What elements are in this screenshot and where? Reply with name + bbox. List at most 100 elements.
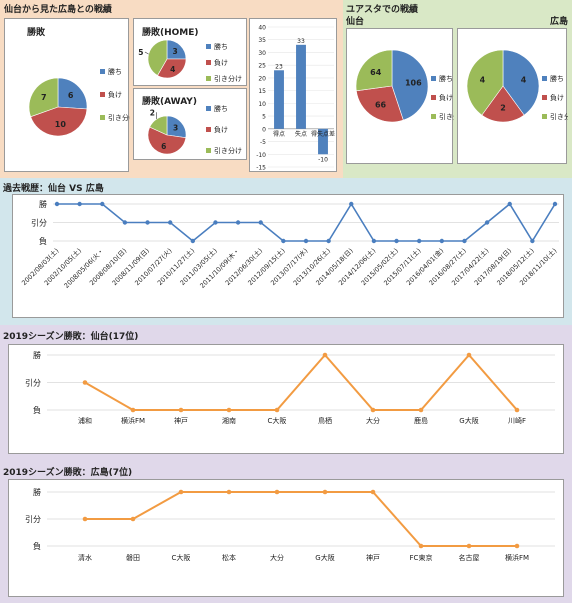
x-category-label: 神戸 [174,416,188,425]
series-point [190,238,196,244]
legend-label-勝ち: 勝ち [214,104,228,113]
legend-swatch-引き分け [431,114,436,119]
series-point [303,238,309,244]
x-category-label: 大分 [366,416,380,425]
series-point [514,407,520,413]
series-point [178,489,184,495]
season-hiroshima-chart-card: 負 引分 勝清水 磐田 C大阪 松本 大分 G大阪 神戸 FC東京 名古屋 横浜FM [8,479,564,597]
series-point [281,238,286,244]
x-category-label: 2008/05/06(火・ [63,247,106,290]
series-point [418,543,424,549]
season-sendai-chart-card: 負 引分 勝浦和 横浜FM 神戸 湘南 C大阪 鳥栖 大分 鹿島 G大阪 川崎F [8,344,564,454]
pie-slice-引き分け [355,49,393,92]
goals-bar-card: -15 -10 -5 0 5 10 15 20 25 30 35 40 23 得点 33 失点 -10 得失点差 [249,18,337,172]
bar-y-tick-label: 40 [258,25,266,32]
bar-data-label: -10 [318,156,328,163]
series-point [100,201,105,207]
series-line [84,353,518,411]
x-category-label: 湘南 [222,416,236,425]
series-point [439,238,445,244]
bar-失点 [296,44,306,129]
series-point [167,220,173,225]
season-sendai-title: 2019シーズン勝敗：仙台(17位) [3,332,139,342]
pie-data-label: 64 [370,68,382,77]
h2h-panel-title: 仙台から見た広島との戦績 [4,5,112,15]
x-category-label: 磐田 [126,553,140,562]
bar-得点 [274,70,284,129]
home-pie-card: 勝敗(HOME) 3 4 5 勝ち 負け 引き分け [133,18,247,86]
bar-y-tick-label: 0 [262,126,266,133]
x-category-label: 2011/10/09(木・ [198,246,242,290]
series-point [226,489,232,495]
season-sendai-panel: 2019シーズン勝敗：仙台(17位) 負 引分 勝浦和 横浜FM 神戸 湘南 C大阪 鳥栖 大分… [0,325,572,461]
pie-slice-負け [481,85,525,123]
legend-label-引き分け: 引き分け [214,74,242,83]
x-category-label: G大阪 [315,553,334,562]
y-level-label: 引分 [25,515,41,524]
pie-data-label: 5 [138,48,143,57]
y-level-label: 引分 [25,379,41,388]
x-category-label: C大阪 [172,553,191,562]
bar-y-tick-label: 35 [258,37,266,44]
pie-slice-勝ち [166,115,187,139]
pie-data-label: 7 [41,93,47,102]
bar-y-tick-label: 10 [258,101,266,108]
x-category-label: 鳥栖 [318,416,332,425]
pie-slice-負け [30,106,88,137]
y-level-label: 負 [39,236,47,246]
y-level-label: 勝 [33,350,41,360]
history-title: 過去戦歴：仙台 VS 広島 [3,184,104,194]
series-point [145,220,150,225]
x-category-label: 横浜FM [121,416,145,425]
x-category-label: 大分 [270,553,284,562]
legend-swatch-引き分け [206,76,211,81]
x-category-label: 松本 [222,553,236,562]
series-point [226,407,232,413]
x-category-label: 神戸 [366,553,380,562]
legend-swatch-引き分け [206,148,211,153]
series-point [416,238,422,244]
series-point [130,407,136,413]
history-chart-card: 負引分勝 2002/08/03(土) 2002/10/05(土) 2008/05/06… [12,194,564,318]
bar-y-tick-label: 15 [258,88,266,95]
series-point [484,220,490,225]
legend-label-負け: 負け [214,58,228,67]
overall-pie-title: 勝敗 [27,28,46,38]
pie-data-label: 6 [68,91,74,100]
y-level-label: 勝 [39,199,47,209]
legend-swatch-勝ち [206,44,211,49]
series-point [122,220,128,225]
series-point [82,516,88,522]
pie-slice-勝ち [391,49,429,121]
series-point [235,220,241,225]
y-level-label: 引分 [31,219,47,228]
history-line-chart: 負引分勝2002/08/03(土)2002/10/05(土)2008/05/06… [19,199,559,290]
bar-y-tick-label: -5 [260,139,266,146]
pie-data-label: 3 [173,124,178,133]
legend-swatch-負け [206,127,211,132]
pie-data-label: 3 [172,47,177,56]
x-category-label: 浦和 [78,416,92,425]
legend-label-引き分け: 引き分け [108,113,130,122]
series-point [370,407,376,413]
series-point [349,201,354,207]
pie-data-label: 10 [55,120,67,129]
bar-y-tick-label: -15 [256,165,266,172]
series-point [258,220,263,225]
series-point [274,489,280,495]
series-point [274,407,280,413]
season-sendai-line-chart: 負 引分 勝浦和 横浜FM 神戸 湘南 C大阪 鳥栖 大分 鹿島 G大阪 川崎F [25,350,555,425]
series-point [394,238,399,244]
legend-swatch-引き分け [542,114,547,119]
pie-data-label: 6 [161,142,166,151]
pie-slice-引き分け [28,77,59,118]
pie-data-label: 2 [150,108,155,117]
x-category-label: 横浜FM [505,553,529,562]
